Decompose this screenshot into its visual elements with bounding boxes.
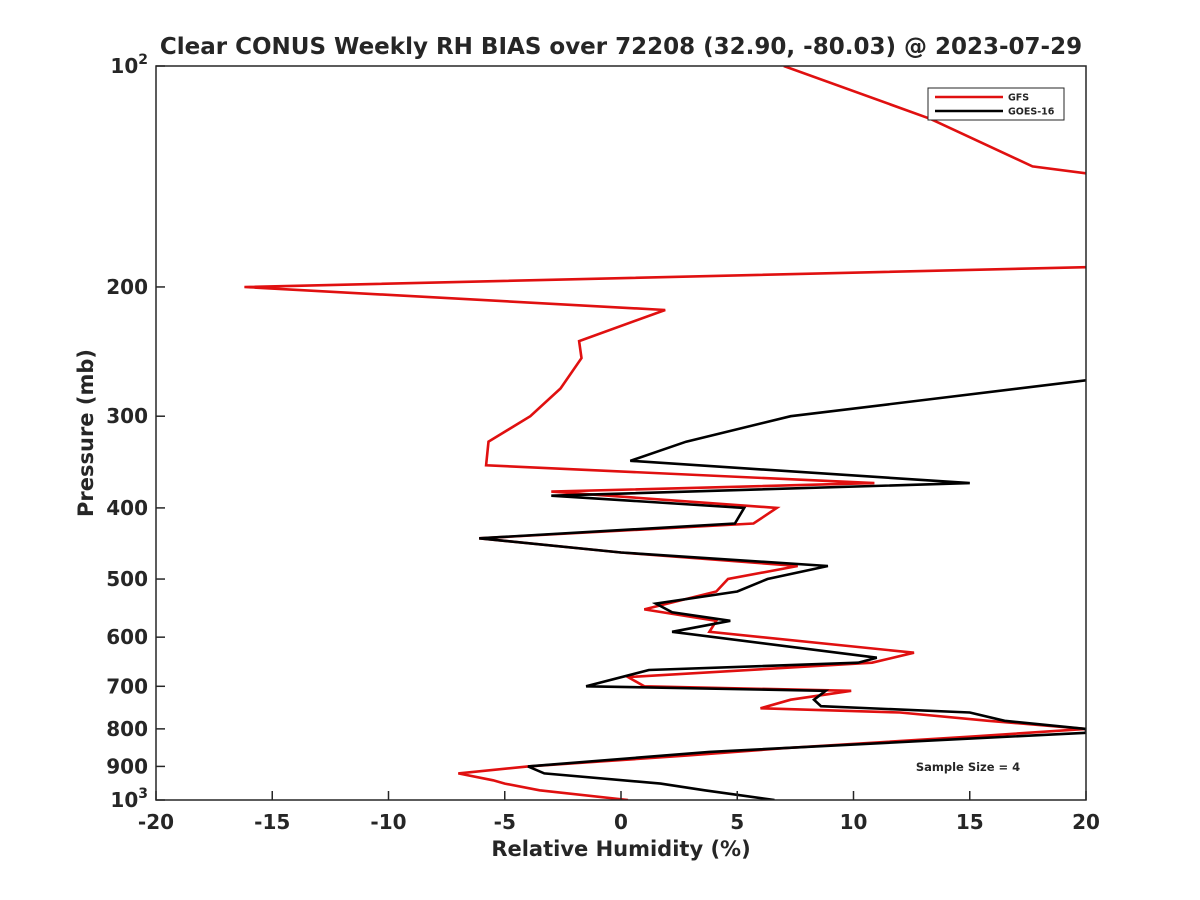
x-tick-label: -15 [254,810,290,834]
y-axis: 102 200 300 400 500 600 700 800 900 103 [106,52,165,812]
y-tick-label: 300 [106,404,148,428]
y-tick-label: 600 [106,625,148,649]
x-tick-label: 15 [956,810,984,834]
legend-label-gfs: GFS [1008,93,1029,104]
series-line-gfs [244,66,1086,800]
x-tick-label: 5 [730,810,744,834]
x-tick-label: -10 [370,810,406,834]
legend-box [927,87,1065,121]
series-line-goes16 [479,379,1086,800]
y-tick-label: 400 [106,496,148,520]
y-tick-label: 800 [106,717,148,741]
x-axis-label: Relative Humidity (%) [491,837,750,861]
sample-size-annotation: Sample Size = 4 [916,760,1020,774]
x-tick-label: 10 [840,810,868,834]
x-tick-label: -5 [494,810,516,834]
y-tick-label: 103 [110,786,148,812]
y-tick-label: 500 [106,567,148,591]
x-tick-label: -20 [138,810,174,834]
y-tick-label: 900 [106,754,148,778]
x-axis: -20 -15 -10 -5 0 5 10 15 20 [138,791,1100,834]
series-layer [244,66,1086,800]
x-tick-label: 20 [1072,810,1100,834]
x-tick-label: 0 [614,810,628,834]
chart-title: Clear CONUS Weekly RH BIAS over 72208 (3… [160,34,1082,60]
y-tick-label: 700 [106,674,148,698]
legend: GFS GOES-16 [927,87,1065,121]
legend-label-goes16: GOES-16 [1008,107,1055,118]
plot-frame [155,65,1087,801]
y-tick-label: 200 [106,275,148,299]
y-axis-label: Pressure (mb) [74,349,98,517]
y-tick-label: 102 [110,52,148,78]
